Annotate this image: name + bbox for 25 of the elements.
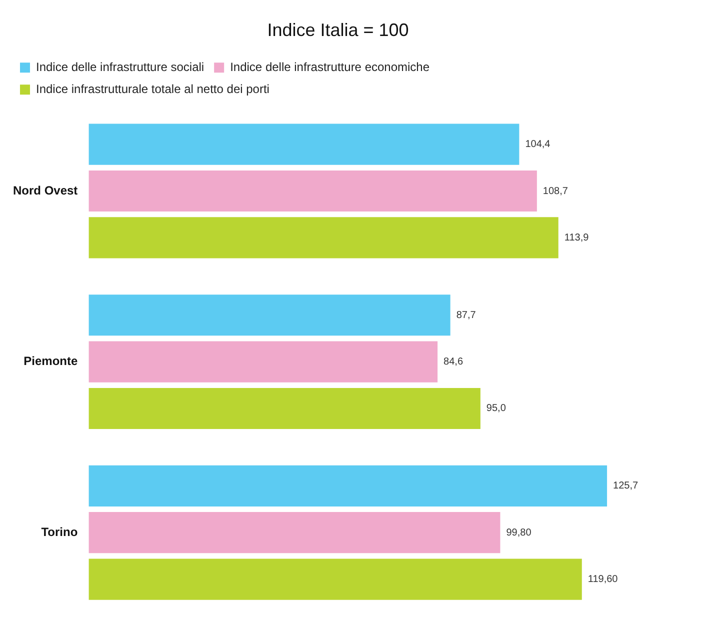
- bar: [88, 465, 608, 506]
- legend-label: Indice infrastrutturale totale al netto dei porti: [36, 82, 270, 96]
- legend-label: Indice delle infrastrutture economiche: [230, 60, 430, 74]
- bar: [88, 558, 582, 600]
- data-label: 95,0: [486, 403, 506, 414]
- data-label: 84,6: [444, 356, 464, 368]
- bar: [88, 388, 480, 430]
- y-tick-label: Nord Ovest: [12, 183, 78, 198]
- chart-title: Indice Italia = 100: [267, 20, 409, 40]
- data-label: 125,7: [613, 480, 638, 492]
- y-tick-label: Piemonte: [24, 354, 78, 368]
- legend-label: Indice delle infrastrutture sociali: [36, 60, 204, 74]
- bar: [88, 217, 558, 258]
- bar: [88, 294, 450, 336]
- bar: [88, 124, 520, 165]
- bar: [88, 512, 500, 554]
- bar: [88, 170, 537, 212]
- data-label: 104,4: [525, 139, 551, 150]
- data-label: 99,80: [506, 527, 532, 538]
- data-label: 119,60: [588, 574, 618, 586]
- data-label: 108,7: [542, 186, 568, 197]
- bar: [88, 341, 438, 382]
- data-label: 87,7: [456, 310, 476, 321]
- data-label: 113,9: [564, 232, 590, 244]
- y-tick-label: Torino: [41, 524, 78, 539]
